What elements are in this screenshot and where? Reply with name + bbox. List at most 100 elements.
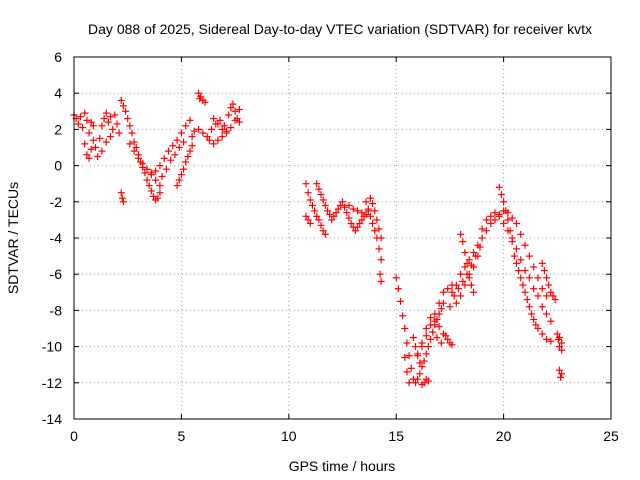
data-point <box>521 241 529 249</box>
data-point <box>89 122 97 130</box>
data-point <box>530 263 538 271</box>
data-point <box>347 220 355 228</box>
y-axis-label: SDTVAR / TECUs <box>5 182 21 294</box>
data-point <box>467 281 475 289</box>
data-point <box>173 182 181 190</box>
y-tick-label: 2 <box>54 121 62 137</box>
data-point <box>118 194 126 202</box>
data-point <box>377 277 385 285</box>
data-point <box>407 364 415 372</box>
data-point <box>549 292 557 300</box>
x-tick-label: 10 <box>281 428 297 444</box>
data-point <box>330 212 338 220</box>
data-point <box>343 209 351 217</box>
chart-grid <box>74 57 611 419</box>
data-point <box>418 363 426 371</box>
data-point <box>156 162 164 170</box>
data-point <box>525 274 533 282</box>
data-point <box>424 343 432 351</box>
data-point <box>128 129 136 137</box>
data-point <box>525 252 533 260</box>
data-point <box>465 270 473 278</box>
data-point <box>169 142 177 150</box>
data-point <box>196 95 204 103</box>
data-point <box>547 288 555 296</box>
data-point <box>545 281 553 289</box>
y-tick-label: -12 <box>42 375 62 391</box>
data-point <box>362 210 370 218</box>
data-point <box>177 171 185 179</box>
data-point <box>377 256 385 264</box>
data-point <box>304 216 312 224</box>
data-point <box>461 281 469 289</box>
data-point <box>229 100 237 108</box>
data-point <box>334 205 342 213</box>
data-point <box>532 321 540 329</box>
data-point <box>450 292 458 300</box>
data-point <box>154 194 162 202</box>
data-point <box>186 147 194 155</box>
data-point <box>203 133 211 141</box>
data-point <box>160 154 168 162</box>
data-point <box>165 147 173 155</box>
data-point <box>506 227 514 235</box>
data-point <box>373 216 381 224</box>
data-point <box>79 124 87 132</box>
data-point <box>345 214 353 222</box>
data-point <box>214 136 222 144</box>
data-point <box>547 317 555 325</box>
data-point <box>119 198 127 206</box>
data-point <box>158 172 166 180</box>
data-point <box>435 323 443 331</box>
data-point <box>375 225 383 233</box>
data-point <box>431 310 439 318</box>
data-point <box>420 379 428 387</box>
data-point <box>558 370 566 378</box>
data-point <box>371 207 379 215</box>
data-point <box>366 194 374 202</box>
data-point <box>555 366 563 374</box>
y-tick-label: -8 <box>50 302 63 318</box>
data-point <box>235 118 243 126</box>
data-point <box>319 196 327 204</box>
data-point <box>396 297 404 305</box>
data-point <box>521 288 529 296</box>
data-point <box>306 196 314 204</box>
data-point <box>143 165 151 173</box>
data-point <box>177 129 185 137</box>
data-point <box>547 337 555 345</box>
data-point <box>414 350 422 358</box>
data-point <box>422 325 430 332</box>
data-point <box>422 350 430 358</box>
data-point <box>89 136 97 144</box>
data-point <box>130 147 138 155</box>
data-point <box>538 285 546 293</box>
data-point <box>427 335 435 343</box>
data-point <box>502 207 510 215</box>
data-point <box>487 220 495 228</box>
data-point <box>555 343 563 351</box>
data-point <box>500 220 508 228</box>
data-point <box>321 230 329 238</box>
data-point <box>543 292 551 300</box>
data-point <box>83 116 91 124</box>
chart-title: Day 088 of 2025, Sidereal Day-to-day VTE… <box>88 21 592 37</box>
data-point <box>317 191 325 199</box>
data-point <box>356 220 364 228</box>
data-point <box>107 133 115 141</box>
data-point <box>130 138 138 146</box>
data-point <box>543 310 551 318</box>
data-point <box>341 203 349 211</box>
data-point <box>454 285 462 293</box>
data-point <box>474 252 482 260</box>
data-point <box>362 198 370 206</box>
data-point <box>345 201 353 209</box>
data-point <box>313 180 321 188</box>
data-point <box>175 144 183 151</box>
x-axis-ticks: 0 5 10 15 20 25 <box>70 57 619 444</box>
data-points <box>70 89 566 389</box>
data-point <box>437 339 445 347</box>
data-point <box>405 379 413 387</box>
data-point <box>184 153 192 161</box>
